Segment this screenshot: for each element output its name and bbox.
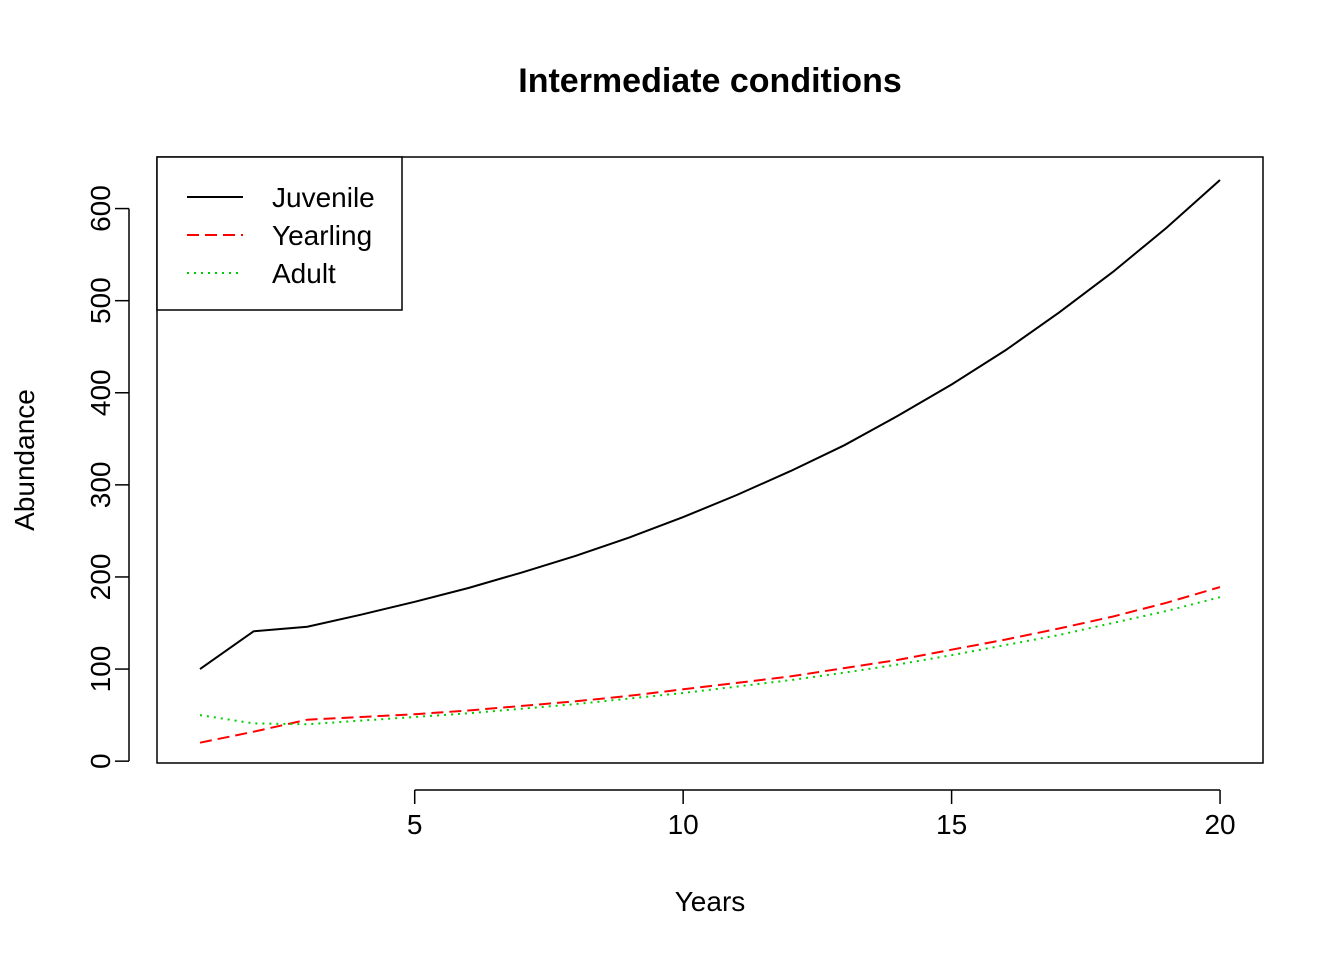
x-axis-label: Years (675, 886, 746, 917)
legend: Juvenile Yearling Adult (156, 156, 403, 311)
chart-title: Intermediate conditions (518, 62, 902, 100)
x-tick-label: 10 (668, 809, 699, 840)
series-line-juvenile (199, 179, 1221, 670)
legend-label-yearling: Yearling (272, 220, 372, 251)
y-tick-label: 100 (85, 646, 116, 693)
y-tick-label: 0 (85, 753, 116, 769)
y-tick-label: 600 (85, 185, 116, 232)
x-tick-label: 5 (407, 809, 423, 840)
series-line-adult (199, 596, 1221, 726)
y-tick-label: 400 (85, 369, 116, 416)
legend-label-juvenile: Juvenile (272, 182, 375, 213)
y-tick-label: 500 (85, 277, 116, 324)
plot-frame (156, 156, 1264, 764)
legend-box (156, 156, 403, 311)
y-tick-label: 300 (85, 462, 116, 509)
x-tick-label: 15 (936, 809, 967, 840)
series-line-yearling (199, 586, 1221, 744)
y-tick-label: 200 (85, 554, 116, 601)
y-axis-label: Abundance (9, 389, 40, 531)
legend-label-adult: Adult (272, 258, 336, 289)
x-tick-label: 20 (1204, 809, 1235, 840)
